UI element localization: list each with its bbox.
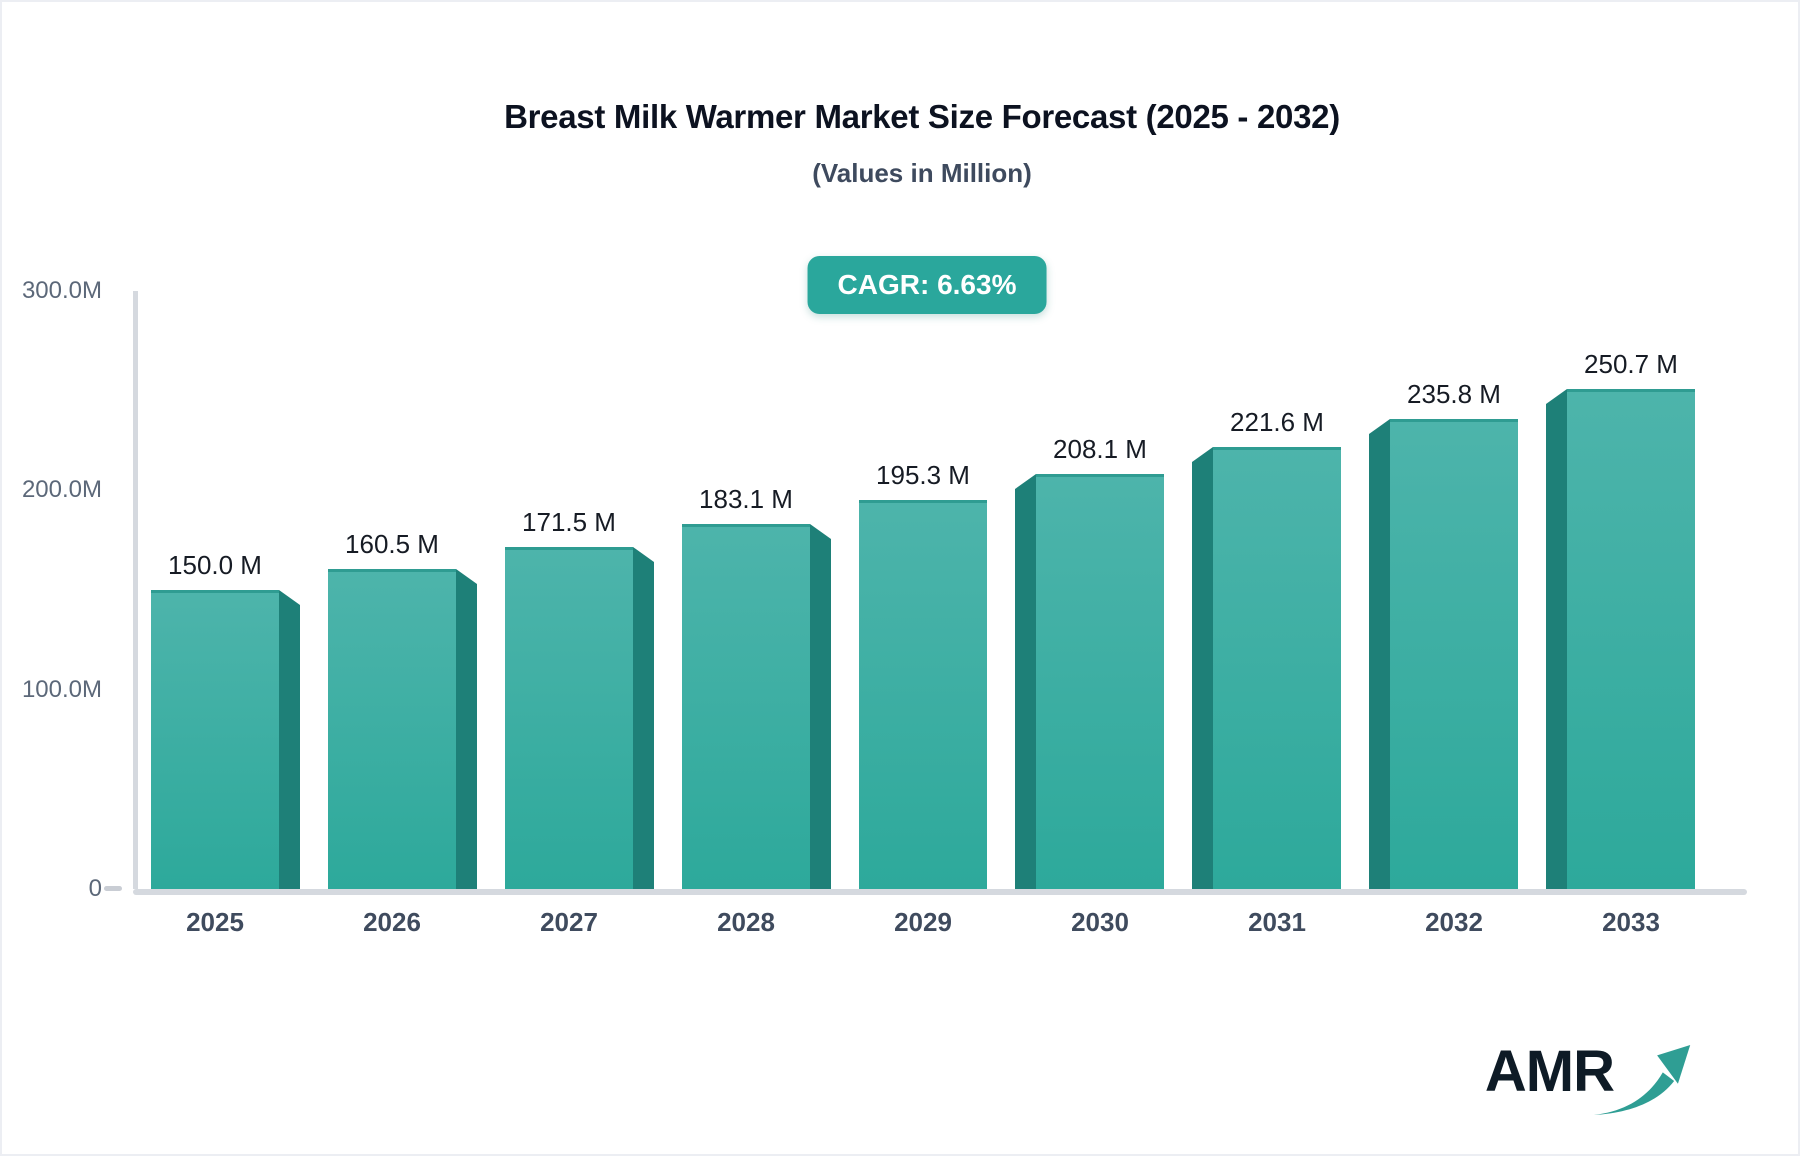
x-tick-label-2030: 2030 <box>1071 907 1129 937</box>
bar-value-label: 221.6 M <box>1230 407 1324 437</box>
bar-side-face <box>633 547 654 889</box>
bar-2030[interactable] <box>1036 474 1164 889</box>
bar-side-face <box>1369 419 1390 889</box>
y-tick-label: 300.0M <box>21 277 102 304</box>
bar-value-label: 150.0 M <box>168 550 262 580</box>
bar-side-face <box>810 524 831 889</box>
bar-side-face <box>456 569 477 889</box>
x-tick-label-2032: 2032 <box>1425 907 1483 937</box>
y-tick-label: 200.0M <box>21 476 102 504</box>
bar-value-label: 183.1 M <box>699 484 793 514</box>
chart-subtitle: (Values in Million) <box>812 158 1032 188</box>
bar-value-label: 208.1 M <box>1053 434 1147 464</box>
bar-2026[interactable] <box>328 569 456 889</box>
x-tick-label-2027: 2027 <box>540 907 598 937</box>
bar-side-face <box>1546 389 1567 889</box>
bar-2025[interactable] <box>151 590 279 889</box>
amr-logo: AMR <box>1484 1036 1694 1115</box>
bar-2029[interactable] <box>859 500 987 889</box>
bar-side-face <box>1015 474 1036 889</box>
bar-value-label: 235.8 M <box>1407 379 1501 409</box>
x-axis-baseline <box>133 889 1747 895</box>
x-tick-label-2033: 2033 <box>1602 907 1660 937</box>
y-tick-label: 100.0M <box>21 675 102 703</box>
bar-value-label: 195.3 M <box>876 460 970 490</box>
x-tick-label-2031: 2031 <box>1248 907 1306 937</box>
bar-2028[interactable] <box>682 524 810 889</box>
cagr-badge: CAGR: 6.63% <box>807 256 1047 314</box>
bar-side-face <box>1192 447 1213 889</box>
bar-2027[interactable] <box>505 547 633 889</box>
x-tick-label-2029: 2029 <box>894 907 952 937</box>
bar-value-label: 171.5 M <box>522 507 616 537</box>
x-tick-label-2028: 2028 <box>717 907 775 937</box>
trending-up-arrow-icon <box>1593 1045 1691 1115</box>
amr-logo-text: AMR <box>1484 1039 1615 1104</box>
x-tick-label-2025: 2025 <box>186 907 244 937</box>
bar-2033[interactable] <box>1567 389 1695 889</box>
bar-2031[interactable] <box>1213 447 1341 889</box>
bar-side-face <box>279 590 300 889</box>
y-tick-label: 0 <box>88 875 102 902</box>
y-axis-line <box>133 291 138 889</box>
bar-2032[interactable] <box>1390 419 1518 889</box>
zero-tick-mark <box>104 886 122 891</box>
chart-title: Breast Milk Warmer Market Size Forecast … <box>504 98 1340 135</box>
bar-value-label: 250.7 M <box>1584 349 1678 379</box>
x-tick-label-2026: 2026 <box>363 907 421 937</box>
bar-value-label: 160.5 M <box>345 529 439 559</box>
